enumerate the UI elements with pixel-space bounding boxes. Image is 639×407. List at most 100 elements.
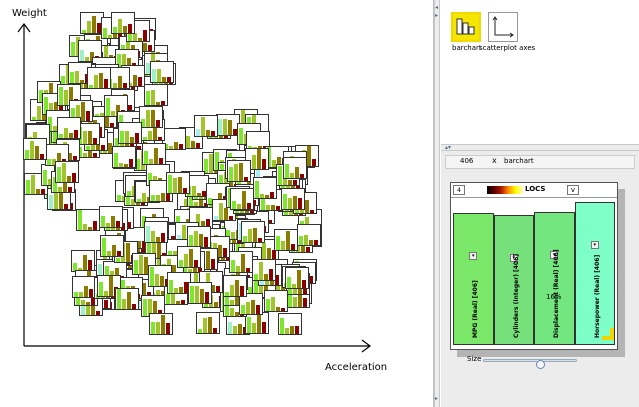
- glyph-bar: [271, 205, 275, 210]
- data-glyph[interactable]: [144, 84, 168, 106]
- glyph-bar: [226, 230, 230, 239]
- vertical-splitter[interactable]: ◂ ▸ ▸: [434, 0, 440, 407]
- horizontal-splitter[interactable]: ▴▾: [441, 144, 639, 151]
- data-glyph[interactable]: [223, 275, 247, 297]
- data-glyph[interactable]: [285, 267, 309, 289]
- barchart-card[interactable]: 4 LOCS v ▾ MPG (Real) [406] ▾ Cylinders (In…: [450, 182, 618, 350]
- splitter-bottom-arrow-icon[interactable]: ▸: [435, 395, 439, 402]
- splitter-right-arrow-icon[interactable]: ▸: [435, 12, 439, 19]
- scatterplot-canvas[interactable]: Weight Acceleration: [0, 0, 434, 407]
- data-glyph[interactable]: [241, 221, 265, 243]
- glyph-bar: [127, 191, 131, 196]
- glyph-bar: [81, 102, 85, 121]
- data-glyph[interactable]: [80, 12, 104, 34]
- metric-dropdown-icon[interactable]: v: [567, 185, 579, 195]
- glyph-bar: [174, 142, 178, 149]
- bar-2[interactable]: ▾ Displacement (Real) [406]: [534, 212, 575, 345]
- bar-sort-arrow-icon[interactable]: ▾: [590, 241, 599, 249]
- glyph-bar: [233, 326, 237, 334]
- data-glyph[interactable]: [71, 250, 95, 272]
- data-glyph[interactable]: [106, 67, 130, 89]
- data-glyph[interactable]: [194, 115, 218, 137]
- glyph-bar: [36, 189, 40, 194]
- data-glyph[interactable]: [150, 61, 174, 83]
- glyph-bar: [99, 73, 103, 88]
- bar-sort-arrow-icon[interactable]: ▾: [509, 254, 518, 262]
- glyph-bar: [86, 305, 90, 315]
- data-glyph[interactable]: [216, 114, 240, 136]
- splitter-left-arrow-icon[interactable]: ◂: [435, 4, 439, 11]
- data-glyph[interactable]: [87, 67, 111, 89]
- glyph-bar: [199, 196, 203, 206]
- bar-sort-arrow-icon[interactable]: ▾: [550, 251, 559, 259]
- glyph-bar: [142, 283, 146, 300]
- data-glyph[interactable]: [118, 122, 142, 144]
- glyph-bar: [156, 195, 160, 201]
- data-glyph[interactable]: [278, 313, 302, 335]
- bar-0[interactable]: ▾ MPG (Real) [406]: [453, 213, 494, 345]
- viewer-toolbar: 406 x barchart: [445, 155, 635, 169]
- glyph-bar: [126, 243, 130, 262]
- glyph-bar: [194, 202, 198, 206]
- data-glyph[interactable]: [166, 172, 190, 194]
- data-glyph[interactable]: [239, 293, 263, 315]
- glyph-bar: [194, 270, 198, 289]
- data-glyph[interactable]: [274, 229, 298, 251]
- data-glyph[interactable]: [47, 188, 71, 210]
- glyph-bar: [161, 315, 165, 334]
- palette-item-scatterplot-axes[interactable]: [488, 12, 518, 42]
- glyph-bar: [122, 54, 126, 70]
- glyph-bar: [267, 147, 271, 167]
- data-glyph[interactable]: [245, 312, 269, 334]
- data-glyph[interactable]: [100, 235, 124, 257]
- bar-3[interactable]: ▾ Horsepower (Real) [406]: [574, 202, 615, 345]
- data-glyph[interactable]: [99, 206, 123, 228]
- data-glyph[interactable]: [245, 148, 269, 170]
- data-glyph[interactable]: [196, 312, 220, 334]
- data-glyph[interactable]: [167, 272, 191, 294]
- data-glyph[interactable]: [230, 188, 254, 210]
- card-spinner[interactable]: 4: [453, 185, 465, 195]
- bar-1[interactable]: ▾ Cylinders (Integer) [406]: [493, 215, 534, 345]
- data-glyph[interactable]: [149, 313, 173, 335]
- data-glyph[interactable]: [281, 188, 305, 210]
- data-glyph[interactable]: [139, 106, 163, 128]
- data-glyph[interactable]: [227, 160, 251, 182]
- data-glyph[interactable]: [297, 224, 321, 246]
- data-glyph[interactable]: [23, 138, 47, 160]
- size-slider-thumb[interactable]: [536, 360, 545, 369]
- data-glyph[interactable]: [188, 282, 212, 304]
- size-slider-track[interactable]: [483, 359, 577, 369]
- data-glyph[interactable]: [252, 259, 276, 281]
- glyph-bar: [218, 245, 222, 257]
- hsplit-up-arrow-icon[interactable]: ▴▾: [445, 144, 452, 151]
- glyph-bar: [86, 302, 90, 305]
- data-glyph[interactable]: [72, 276, 96, 298]
- data-glyph[interactable]: [76, 209, 100, 231]
- data-glyph[interactable]: [112, 146, 136, 168]
- data-glyph[interactable]: [142, 143, 166, 165]
- data-glyph[interactable]: [69, 100, 93, 122]
- glyph-bar: [118, 31, 122, 38]
- glyph-layer: [23, 12, 322, 335]
- data-glyph[interactable]: [111, 12, 135, 34]
- palette-item-barchart[interactable]: [451, 12, 481, 42]
- glyph-bar: [204, 237, 208, 247]
- data-glyph[interactable]: [283, 157, 307, 179]
- data-glyph[interactable]: [253, 177, 277, 199]
- data-glyph[interactable]: [264, 290, 288, 312]
- glyph-bar: [136, 159, 140, 170]
- close-icon[interactable]: x: [492, 156, 497, 165]
- glyph-bar: [31, 175, 35, 194]
- glyph-bar: [236, 266, 240, 272]
- bar-sort-arrow-icon[interactable]: ▾: [469, 252, 478, 260]
- data-glyph[interactable]: [177, 246, 201, 268]
- data-glyph[interactable]: [57, 117, 81, 139]
- glyph-bar: [157, 242, 161, 258]
- data-glyph[interactable]: [144, 221, 168, 243]
- data-glyph[interactable]: [55, 161, 79, 183]
- data-glyph[interactable]: [187, 226, 211, 248]
- resize-handle-icon[interactable]: [602, 328, 614, 340]
- data-glyph[interactable]: [115, 288, 139, 310]
- data-glyph[interactable]: [229, 251, 253, 273]
